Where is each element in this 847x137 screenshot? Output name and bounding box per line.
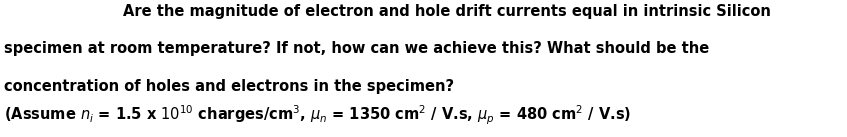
Text: concentration of holes and electrons in the specimen?: concentration of holes and electrons in … [4,79,454,94]
Text: specimen at room temperature? If not, how can we achieve this? What should be th: specimen at room temperature? If not, ho… [4,41,710,56]
Text: Are the magnitude of electron and hole drift currents equal in intrinsic Silicon: Are the magnitude of electron and hole d… [123,4,771,19]
Text: (Assume $n_i$ = 1.5 x $10^{10}$ charges/cm$^3$, $\mu_n$ = 1350 cm$^2$ / V.s, $\m: (Assume $n_i$ = 1.5 x $10^{10}$ charges/… [4,104,632,127]
